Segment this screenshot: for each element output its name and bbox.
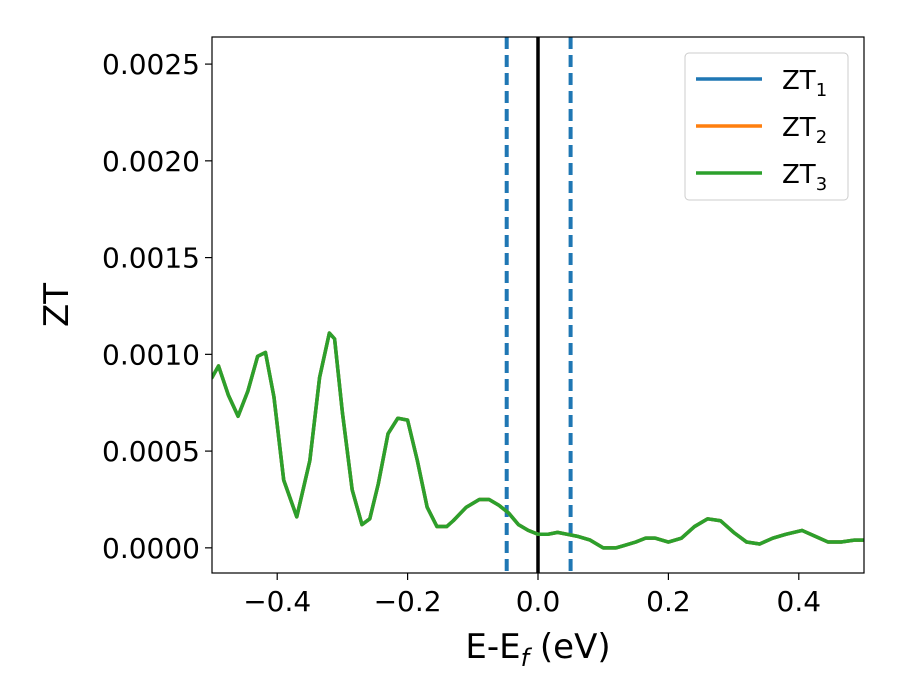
x-axis-title-unit: (eV) (529, 627, 611, 667)
y-tick-label: 0.0015 (102, 242, 200, 275)
y-tick-label: 0.0005 (102, 435, 200, 468)
legend-label: ZT3 (782, 160, 827, 195)
y-tick-label: 0.0025 (102, 48, 200, 81)
series-line-zt3 (212, 331, 864, 550)
legend-label: ZT1 (782, 66, 827, 101)
series-lines (212, 331, 864, 550)
x-tick-label: 0.4 (777, 585, 822, 618)
x-tick-label: 0.2 (646, 585, 691, 618)
legend: ZT1 ZT2 ZT3 (684, 52, 849, 201)
y-axis: 0.0000 0.0005 0.0010 0.0015 0.0020 0.0025 (102, 48, 212, 565)
x-axis: −0.4 −0.2 0.0 0.2 0.4 (243, 573, 821, 618)
x-tick-label: −0.2 (374, 585, 442, 618)
x-tick-label: −0.4 (243, 585, 311, 618)
x-axis-title-main: E-E (465, 627, 520, 667)
y-axis-title: ZT (37, 283, 77, 327)
legend-box (684, 52, 849, 201)
legend-label: ZT2 (782, 113, 827, 148)
x-tick-label: 0.0 (516, 585, 561, 618)
x-axis-title: E-Ef (eV) (465, 627, 610, 672)
y-tick-label: 0.0000 (102, 532, 200, 565)
reference-lines (504, 37, 573, 573)
y-tick-label: 0.0010 (102, 338, 200, 371)
y-tick-label: 0.0020 (102, 145, 200, 178)
